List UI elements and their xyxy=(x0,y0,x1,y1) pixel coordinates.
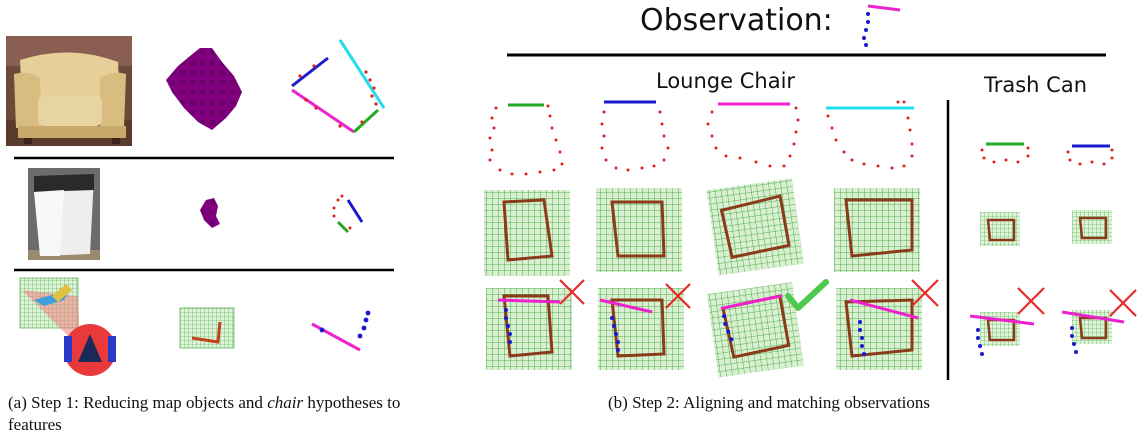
lounge-outline-4 xyxy=(826,100,914,170)
lounge-match-4 xyxy=(836,288,922,370)
trash-alignment-grids xyxy=(980,210,1112,246)
lounge-grid-4 xyxy=(834,188,920,272)
chair-occupancy-blob xyxy=(166,48,242,130)
lounge-match-3 xyxy=(706,282,804,378)
trash-can-photo xyxy=(28,168,100,260)
trash-match-2 xyxy=(1061,310,1125,354)
observation-glyph xyxy=(862,4,901,47)
accept-mark-lounge-3 xyxy=(785,279,829,311)
trash-features xyxy=(332,194,364,234)
result-marks xyxy=(559,279,1137,317)
group-label-trash-can: Trash Can xyxy=(983,73,1087,97)
panel-b: Observation: Lounge Chair Trash Can xyxy=(484,3,1137,380)
caption-a-prefix: (a) Step 1: Reducing map objects and xyxy=(8,393,268,412)
caption-a-emphasis: chair xyxy=(267,393,304,412)
lounge-match-2 xyxy=(598,288,684,370)
observation-grid xyxy=(179,307,235,349)
trash-grid-1 xyxy=(980,212,1020,246)
observation-features xyxy=(311,310,371,352)
trash-outline-2 xyxy=(1066,144,1114,166)
panel-a xyxy=(6,36,394,376)
reject-mark-lounge-4 xyxy=(911,279,939,307)
lounge-outline-2 xyxy=(600,100,670,172)
caption-b: (b) Step 2: Aligning and matching observ… xyxy=(608,393,931,412)
trash-hypothesis-outlines xyxy=(980,142,1114,166)
observation-title: Observation: xyxy=(640,3,833,38)
trash-outline-1 xyxy=(980,142,1030,164)
robot-observation xyxy=(19,277,116,376)
lounge-matching-grids xyxy=(486,282,922,378)
lounge-grid-3 xyxy=(706,178,804,276)
lounge-alignment-grids xyxy=(484,178,920,276)
reject-mark-lounge-1 xyxy=(559,279,585,305)
caption-a: (a) Step 1: Reducing map objects and cha… xyxy=(8,392,448,436)
lounge-match-1 xyxy=(486,288,572,370)
trash-match-1 xyxy=(969,312,1035,356)
trash-grid-2 xyxy=(1072,210,1112,244)
group-label-lounge-chair: Lounge Chair xyxy=(656,69,795,93)
lounge-outline-3 xyxy=(706,102,800,168)
caption-a-suffix: hypotheses to features xyxy=(8,393,401,434)
trash-occupancy-blob xyxy=(200,198,220,228)
chair-photo xyxy=(6,36,132,146)
reject-mark-trash-1 xyxy=(1017,287,1045,315)
lounge-grid-1 xyxy=(484,190,570,276)
trash-matching-grids xyxy=(969,310,1125,356)
lounge-hypothesis-outlines xyxy=(488,100,914,176)
lounge-grid-2 xyxy=(596,188,682,272)
reject-mark-lounge-2 xyxy=(665,283,691,309)
reject-mark-trash-2 xyxy=(1109,289,1137,317)
chair-features xyxy=(291,39,386,134)
lounge-outline-1 xyxy=(488,103,564,176)
